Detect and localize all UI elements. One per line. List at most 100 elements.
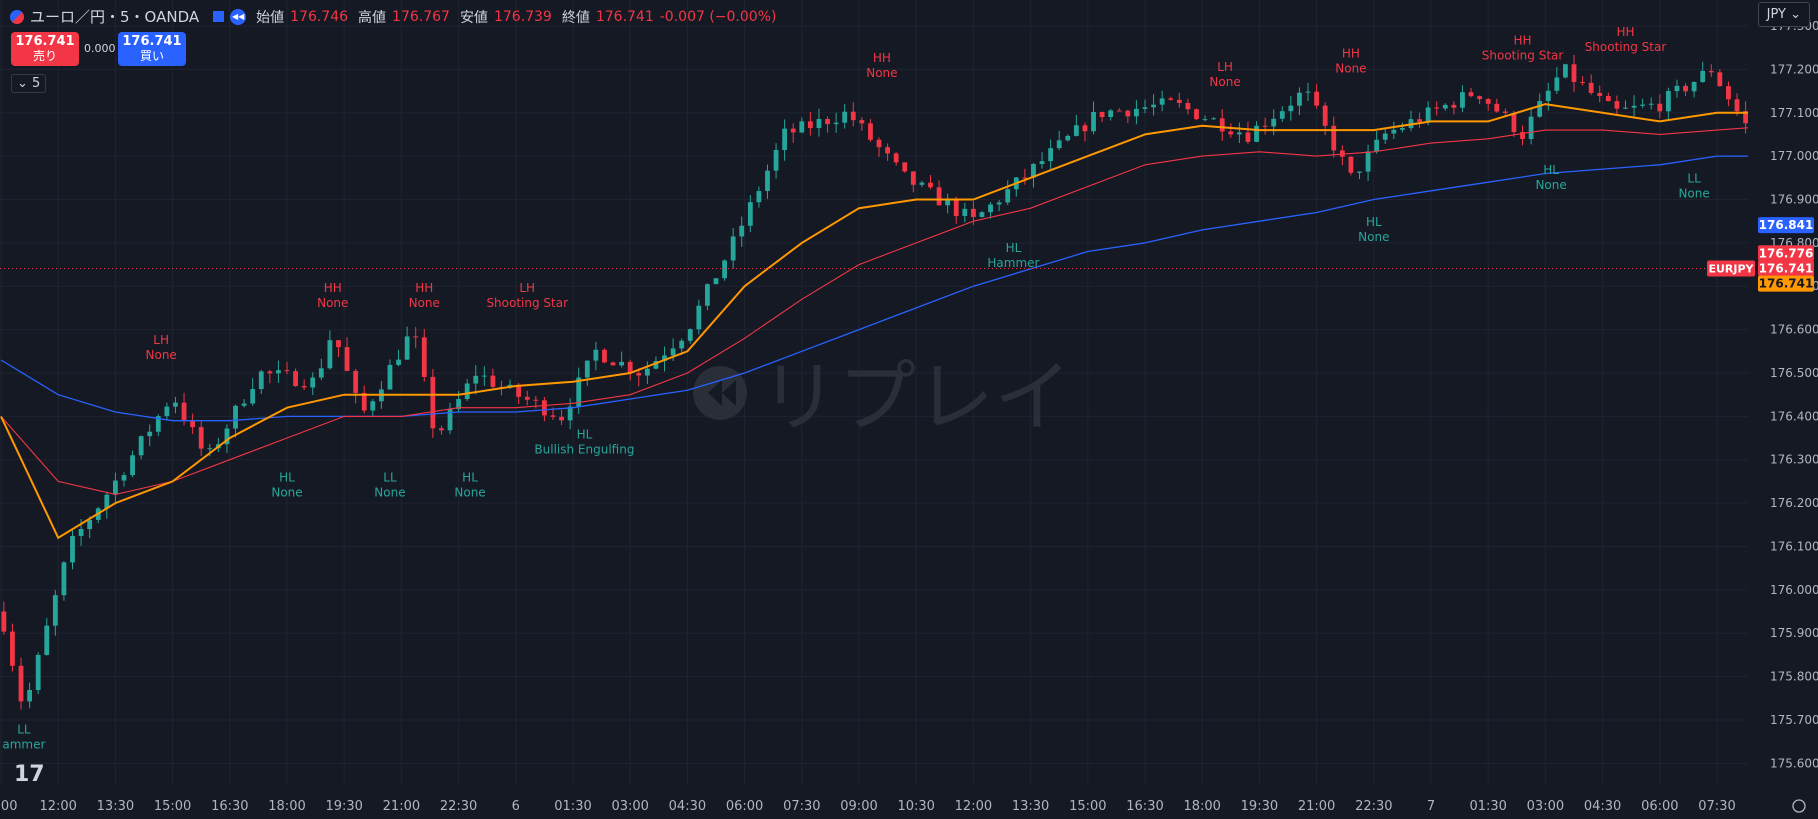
x-tick-label: 16:30 <box>1126 799 1163 814</box>
tradingview-logo-icon: 𝟭𝟳 <box>14 762 45 787</box>
candle <box>524 390 530 406</box>
candle <box>790 123 796 143</box>
candle <box>945 193 951 214</box>
interval-toggle[interactable]: ⌄ 5 <box>11 74 47 93</box>
pivot-label-text: HH <box>324 281 342 295</box>
pivot-label-text: None <box>1678 186 1709 200</box>
candle <box>765 164 770 199</box>
candle <box>147 424 153 447</box>
pivot-label-text: HH <box>873 51 891 65</box>
pivot-label-text: HH <box>415 281 433 295</box>
candle <box>113 472 118 505</box>
candle <box>893 152 899 166</box>
candle <box>1477 95 1483 105</box>
candle <box>1005 180 1011 206</box>
pivot-label-text: Shooting Star <box>1482 49 1564 63</box>
candle <box>1065 134 1071 142</box>
buy-button[interactable]: 176.741 買い <box>118 32 186 66</box>
interval-label: 5 <box>32 76 41 91</box>
y-tick-label: 175.700 <box>1770 713 1818 727</box>
candle <box>1434 101 1440 116</box>
x-tick-label: 06:00 <box>726 799 763 814</box>
candle <box>868 119 873 142</box>
candle <box>44 618 50 656</box>
y-tick-label: 176.000 <box>1770 583 1818 597</box>
x-tick-label: 22:30 <box>1355 799 1392 814</box>
sell-price: 176.741 <box>15 34 75 49</box>
currency-dropdown[interactable]: JPY ⌄ <box>1757 2 1810 27</box>
candle <box>1391 121 1397 140</box>
x-tick-label: 09:00 <box>840 799 877 814</box>
candle <box>833 112 839 133</box>
candle <box>1228 123 1234 138</box>
candle <box>1382 128 1388 144</box>
candle <box>705 283 710 311</box>
candle <box>284 361 290 375</box>
x-tick-label: 01:30 <box>554 799 591 814</box>
candle <box>567 398 573 430</box>
candle <box>1116 108 1122 112</box>
candle <box>1142 99 1148 114</box>
candle <box>1674 79 1680 98</box>
candle <box>1648 97 1654 110</box>
candle <box>18 657 24 710</box>
open-label: 始値 <box>256 9 285 26</box>
candle <box>87 516 93 539</box>
candle <box>559 409 564 426</box>
candle <box>1056 130 1062 151</box>
x-tick-label: 16:30 <box>211 799 248 814</box>
y-tick-label: 177.000 <box>1770 149 1818 163</box>
candle <box>936 180 942 206</box>
sell-button[interactable]: 176.741 売り <box>11 32 79 66</box>
candle <box>181 392 187 426</box>
y-tick-label: 177.200 <box>1770 62 1818 76</box>
ema-fast-line <box>0 103 1818 540</box>
candle <box>679 338 685 355</box>
candle <box>1683 83 1688 97</box>
y-tick-label: 175.900 <box>1770 626 1818 640</box>
replay-icon[interactable]: ◀◀ <box>230 8 247 25</box>
ema-mid-line <box>0 125 1818 495</box>
symbol-title[interactable]: ユーロ／円・5・OANDA <box>30 8 200 26</box>
x-tick-label: 04:30 <box>1584 799 1621 814</box>
high-value: 176.767 <box>392 8 450 25</box>
candle <box>1494 98 1500 113</box>
pivot-label-text: ammer <box>2 737 45 751</box>
svg-text:176.776: 176.776 <box>1759 246 1814 260</box>
candle <box>293 368 298 387</box>
x-tick-label: 21:00 <box>1298 799 1335 814</box>
x-tick-label: 07:30 <box>783 799 820 814</box>
pivot-label-text: Shooting Star <box>1585 40 1667 54</box>
candle <box>1442 103 1448 111</box>
candle <box>1408 110 1414 132</box>
price-axis[interactable] <box>1748 0 1818 819</box>
candle <box>1528 108 1534 145</box>
x-tick-label: 06:00 <box>1641 799 1678 814</box>
candle <box>1159 90 1165 112</box>
x-tick-label: 22:30 <box>440 799 477 814</box>
candle <box>782 119 788 161</box>
candle <box>1 601 7 635</box>
bookmark-flag-icon[interactable] <box>213 11 225 22</box>
candle <box>1460 85 1465 112</box>
y-tick-label: 176.400 <box>1770 409 1818 423</box>
candle <box>396 349 401 367</box>
candle <box>1151 94 1156 116</box>
candle <box>713 278 719 285</box>
x-tick-label: 19:30 <box>325 799 362 814</box>
candle <box>756 186 762 208</box>
candle <box>1236 122 1242 143</box>
candle <box>584 360 590 386</box>
candle <box>1665 87 1671 120</box>
candle <box>1271 109 1277 136</box>
pivot-label-text: HH <box>1513 34 1531 48</box>
settings-gear-icon[interactable] <box>1792 799 1806 813</box>
x-tick-label: 15:00 <box>1069 799 1106 814</box>
replay-watermark: リプレイ <box>693 353 1072 443</box>
candle <box>885 143 890 161</box>
